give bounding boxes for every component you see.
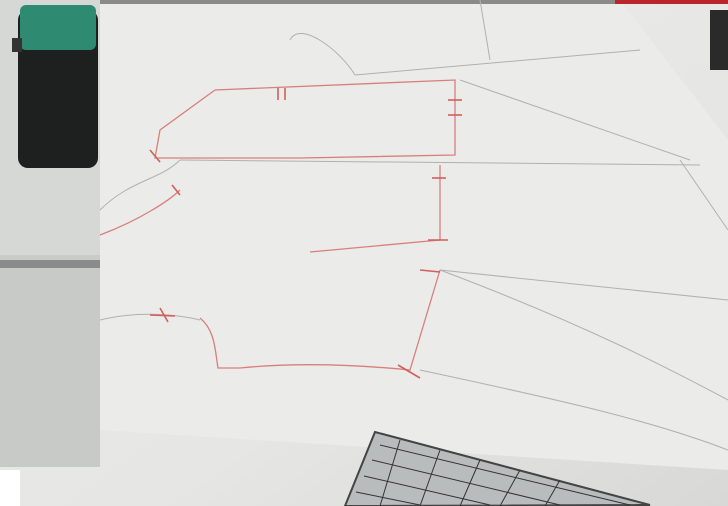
inset-photo bbox=[0, 0, 100, 467]
paper-sheet bbox=[100, 0, 728, 470]
top-edge bbox=[100, 0, 620, 4]
chair bbox=[710, 10, 728, 70]
photo bbox=[0, 0, 728, 506]
corner bbox=[0, 470, 20, 506]
page bbox=[0, 0, 728, 506]
red-object bbox=[615, 0, 728, 4]
